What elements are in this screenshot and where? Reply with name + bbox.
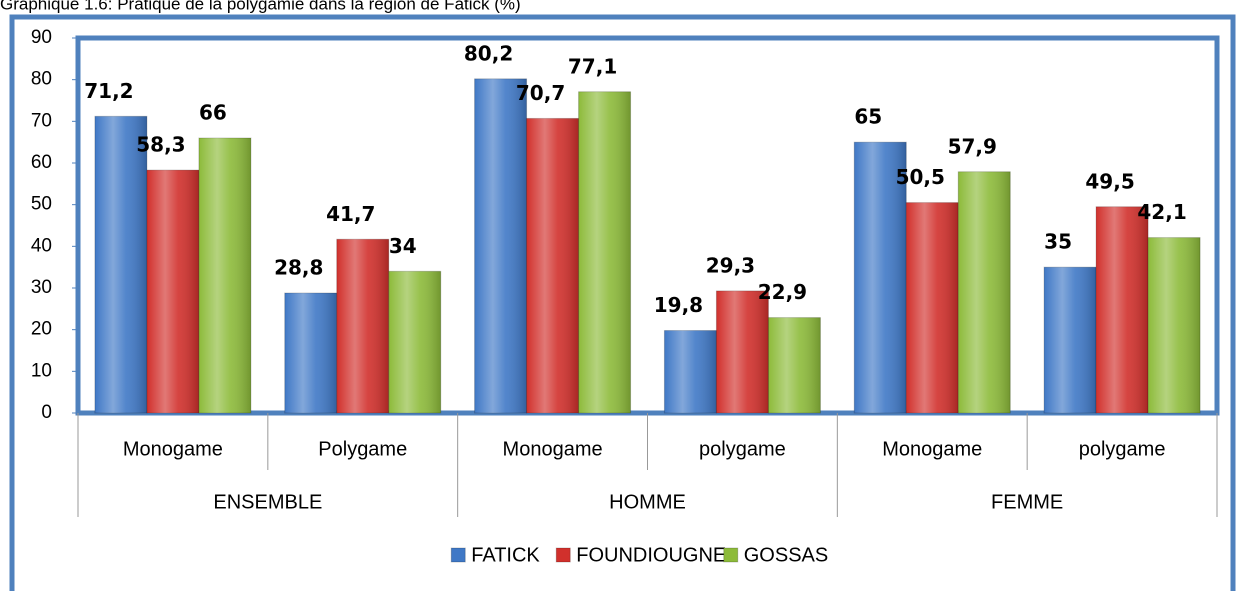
data-label: 77,1 bbox=[568, 54, 617, 78]
data-label: 80,2 bbox=[464, 41, 513, 65]
legend-swatch bbox=[450, 547, 466, 563]
bar bbox=[1147, 237, 1201, 414]
y-tick-label: 40 bbox=[31, 235, 52, 256]
legend-label: FATICK bbox=[471, 544, 540, 566]
data-label: 28,8 bbox=[274, 256, 323, 280]
bar bbox=[1043, 266, 1097, 414]
group-label: HOMME bbox=[609, 491, 686, 513]
bar bbox=[146, 169, 200, 414]
chart-title: Graphique 1.6: Pratique de la polygamie … bbox=[0, 0, 521, 13]
data-label: 65 bbox=[854, 105, 882, 129]
y-tick-label: 10 bbox=[31, 360, 52, 381]
bar bbox=[1095, 206, 1149, 414]
legend-swatch bbox=[555, 547, 571, 563]
x-tick-label: polygame bbox=[1079, 438, 1166, 460]
bar bbox=[474, 78, 528, 414]
bar bbox=[336, 238, 390, 414]
y-tick-label: 0 bbox=[41, 402, 52, 423]
y-tick-label: 30 bbox=[31, 277, 52, 298]
data-label: 34 bbox=[389, 234, 417, 258]
data-label: 50,5 bbox=[896, 165, 945, 189]
data-label: 41,7 bbox=[326, 202, 375, 226]
x-tick-label: Monogame bbox=[503, 438, 603, 460]
data-label: 58,3 bbox=[136, 133, 185, 157]
bar bbox=[526, 117, 580, 414]
bar bbox=[94, 115, 148, 414]
y-tick-label: 80 bbox=[31, 69, 52, 90]
frame bbox=[9, 14, 1236, 591]
x-tick-label: polygame bbox=[699, 438, 786, 460]
x-tick-label: Monogame bbox=[882, 438, 982, 460]
data-label: 70,7 bbox=[516, 81, 565, 105]
data-label: 49,5 bbox=[1085, 169, 1134, 193]
x-tick-label: Monogame bbox=[123, 438, 223, 460]
bar bbox=[388, 270, 442, 414]
bar bbox=[767, 317, 821, 414]
legend-label: FOUNDIOUGNE bbox=[576, 544, 726, 566]
y-tick-label: 70 bbox=[31, 110, 52, 131]
data-label: 42,1 bbox=[1137, 200, 1186, 224]
bar bbox=[663, 330, 717, 414]
y-tick-label: 60 bbox=[31, 152, 52, 173]
bar bbox=[905, 202, 959, 414]
bar bbox=[578, 91, 632, 414]
legend-label: GOSSAS bbox=[744, 544, 828, 566]
bar bbox=[284, 292, 338, 414]
x-tick-label: Polygame bbox=[318, 438, 407, 460]
y-tick-label: 20 bbox=[31, 319, 52, 340]
bar bbox=[957, 171, 1011, 414]
data-label: 71,2 bbox=[84, 79, 133, 103]
data-label: 57,9 bbox=[948, 134, 997, 158]
legend-swatch bbox=[723, 547, 739, 563]
data-label: 66 bbox=[199, 101, 227, 125]
y-tick-label: 50 bbox=[31, 194, 52, 215]
bar bbox=[198, 137, 252, 414]
group-label: FEMME bbox=[991, 491, 1063, 513]
data-label: 19,8 bbox=[654, 293, 703, 317]
data-label: 22,9 bbox=[758, 280, 807, 304]
data-label: 29,3 bbox=[706, 253, 755, 277]
group-label: ENSEMBLE bbox=[213, 491, 322, 513]
data-label: 35 bbox=[1044, 230, 1072, 254]
bar bbox=[715, 290, 769, 414]
y-tick-label: 90 bbox=[31, 27, 52, 48]
